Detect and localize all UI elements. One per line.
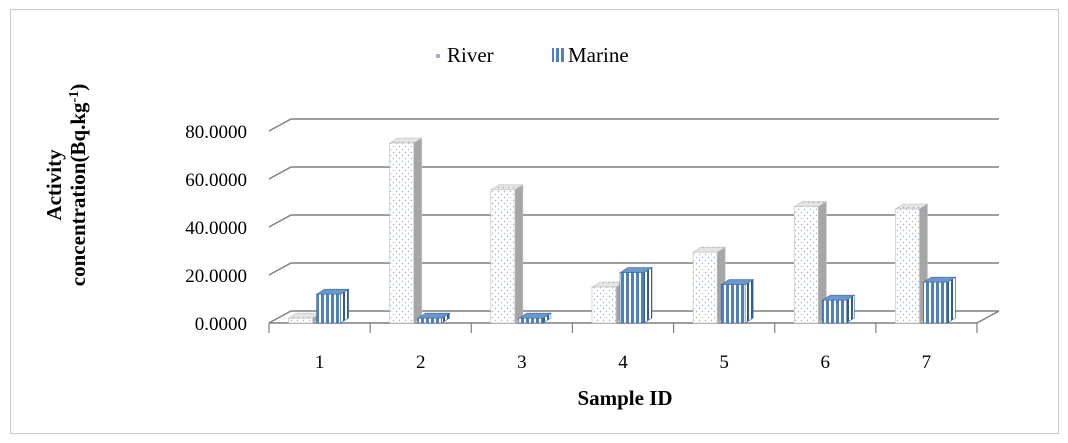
bar-river-2 (388, 137, 423, 324)
bar-river-5 (692, 246, 727, 324)
x-tick-label: 2 (416, 352, 426, 373)
x-tick-label: 3 (517, 352, 527, 373)
y-tick-label: 20.0000 (185, 266, 247, 287)
y-axis: 0.0000 20.0000 40.0000 60.0000 80.0000 (185, 122, 247, 335)
bar-marine-2 (416, 312, 451, 324)
legend-swatch-river (436, 54, 440, 58)
bar-marine-6 (821, 294, 856, 324)
legend: River Marine (436, 43, 629, 67)
bar-marine-4 (618, 267, 654, 324)
gridline (268, 118, 999, 132)
bar-river-6 (793, 201, 828, 324)
legend-swatch-marine (552, 48, 566, 62)
gridline (268, 166, 999, 180)
bar-marine-3 (517, 312, 552, 324)
bar-river-1 (287, 312, 322, 324)
bar-river-3 (489, 184, 524, 324)
bar-marine-5 (720, 279, 755, 324)
bar-chart: 0.0000 20.0000 40.0000 60.0000 80.0000 1 2 3 4 5… (42, 43, 1000, 410)
y-axis-title-line2: concentration(Bq.kg-1) (66, 84, 90, 286)
bars (287, 137, 957, 324)
bar-marine-1 (315, 288, 350, 324)
y-tick-label: 0.0000 (195, 314, 247, 335)
gridline (268, 214, 999, 228)
chart-frame: 0.0000 20.0000 40.0000 60.0000 80.0000 1 2 3 4 5… (10, 9, 1059, 434)
x-tick-label: 5 (719, 352, 729, 373)
legend-label-marine: Marine (568, 43, 629, 67)
x-axis-title: Sample ID (577, 386, 672, 410)
legend-label-river: River (447, 43, 494, 67)
y-tick-label: 80.0000 (185, 122, 247, 143)
bar-river-4 (590, 281, 626, 324)
y-axis-title: Activity concentration(Bq.kg-1) (42, 84, 90, 286)
x-tick-label: 1 (315, 352, 325, 373)
y-tick-label: 60.0000 (185, 170, 247, 191)
gridline (268, 310, 999, 324)
y-axis-title-line1: Activity (42, 149, 66, 221)
x-tick-label: 6 (821, 352, 831, 373)
bar-river-7 (894, 203, 929, 324)
y-tick-label: 40.0000 (185, 218, 247, 239)
x-axis: 1 2 3 4 5 6 7 (268, 323, 978, 373)
bar-marine-7 (922, 276, 957, 324)
x-tick-label: 7 (922, 352, 932, 373)
floor-side-edge (976, 310, 1000, 324)
x-tick-label: 4 (618, 352, 628, 373)
gridline (268, 262, 999, 276)
